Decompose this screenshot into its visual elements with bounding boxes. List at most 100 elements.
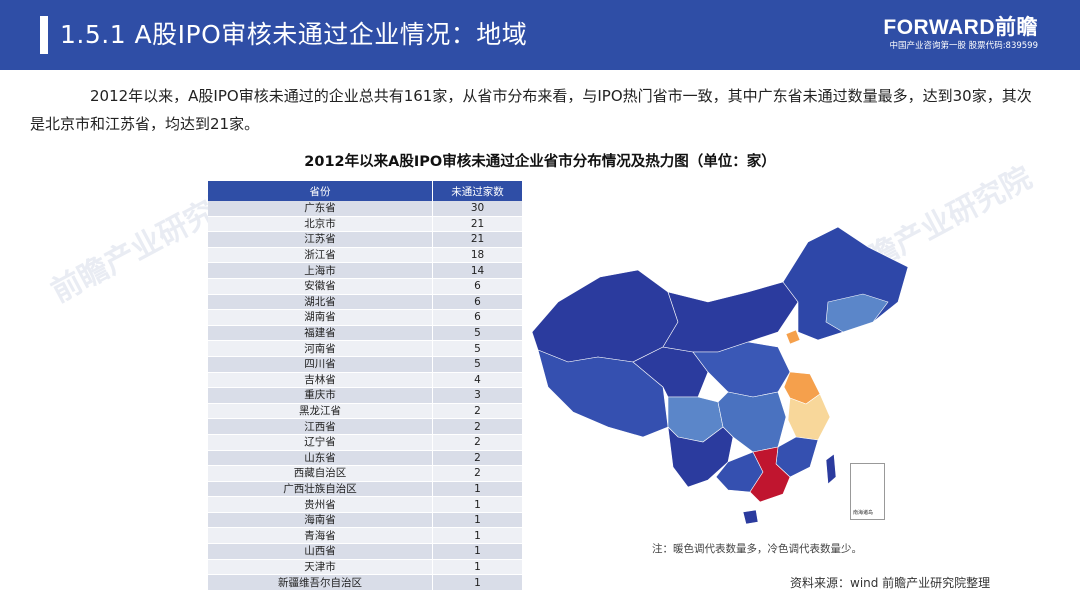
province-cell: 重庆市 [208, 387, 433, 404]
province-cell: 贵州省 [208, 496, 433, 513]
south-china-sea-inset: 南海诸岛 [850, 463, 885, 520]
count-cell: 14 [432, 262, 522, 279]
province-cell: 西藏自治区 [208, 465, 433, 482]
table-row: 重庆市 3 [208, 387, 522, 404]
count-cell: 5 [432, 356, 522, 373]
table-row: 山东省 2 [208, 450, 522, 467]
count-cell: 6 [432, 294, 522, 311]
table-row: 河南省 5 [208, 340, 522, 357]
count-cell: 1 [432, 543, 522, 560]
table-row: 江西省 2 [208, 418, 522, 435]
header-bar: 1.5.1 A股IPO审核未通过企业情况：地域 FORWARD前瞻 中国产业咨询… [0, 0, 1080, 70]
table-row: 吉林省 4 [208, 372, 522, 389]
page-title: 1.5.1 A股IPO审核未通过企业情况：地域 [60, 20, 528, 49]
map-region-taiwan [825, 453, 837, 485]
table-row: 福建省 5 [208, 325, 522, 342]
map-region-hainan [742, 509, 759, 525]
province-cell: 辽宁省 [208, 434, 433, 451]
table-row: 辽宁省 2 [208, 434, 522, 451]
table-row: 安徽省 6 [208, 278, 522, 295]
column-header-province: 省份 [208, 181, 433, 201]
map-region-jilin [825, 293, 889, 333]
table-row: 湖南省 6 [208, 309, 522, 326]
title-accent-bar [40, 16, 48, 54]
map-region-northwest [531, 269, 679, 363]
brand-block: FORWARD前瞻 中国产业咨询第一股 股票代码:839599 [883, 16, 1038, 52]
province-cell: 北京市 [208, 216, 433, 233]
table-header-row: 省份 未通过家数 [208, 181, 522, 201]
count-cell: 6 [432, 278, 522, 295]
count-cell: 1 [432, 574, 522, 591]
count-cell: 2 [432, 403, 522, 420]
province-cell: 山西省 [208, 543, 433, 560]
province-cell: 黑龙江省 [208, 403, 433, 420]
table-row: 广西壮族自治区 1 [208, 481, 522, 498]
province-cell: 湖南省 [208, 309, 433, 326]
count-cell: 2 [432, 418, 522, 435]
map-region-north [662, 281, 799, 353]
count-cell: 3 [432, 387, 522, 404]
count-cell: 1 [432, 496, 522, 513]
province-cell: 江苏省 [208, 231, 433, 248]
count-cell: 1 [432, 559, 522, 576]
count-cell: 6 [432, 309, 522, 326]
count-cell: 1 [432, 481, 522, 498]
province-cell: 广西壮族自治区 [208, 481, 433, 498]
count-cell: 2 [432, 434, 522, 451]
province-cell: 河南省 [208, 340, 433, 357]
count-cell: 2 [432, 450, 522, 467]
count-cell: 4 [432, 372, 522, 389]
count-cell: 18 [432, 247, 522, 264]
column-header-count: 未通过家数 [432, 181, 522, 201]
count-cell: 30 [432, 201, 522, 217]
province-cell: 浙江省 [208, 247, 433, 264]
province-cell: 江西省 [208, 418, 433, 435]
table-row: 江苏省 21 [208, 231, 522, 248]
table-row: 海南省 1 [208, 512, 522, 529]
province-cell: 广东省 [208, 201, 433, 217]
count-cell: 21 [432, 216, 522, 233]
province-cell: 青海省 [208, 527, 433, 545]
table-row: 山西省 1 [208, 543, 522, 560]
count-cell: 5 [432, 325, 522, 342]
table-row: 广东省 30 [208, 201, 522, 217]
map-note: 注：暖色调代表数量多，冷色调代表数量少。 [652, 543, 862, 555]
province-table: 省份 未通过家数 广东省 30 北京市 21 江苏省 21 浙江省 18 上海市 14 安徽省 6 湖北… [208, 181, 522, 591]
province-cell: 海南省 [208, 512, 433, 529]
table-row: 青海省 1 [208, 527, 522, 545]
province-cell: 天津市 [208, 559, 433, 576]
table-row: 天津市 1 [208, 559, 522, 576]
count-cell: 1 [432, 512, 522, 529]
table-row: 北京市 21 [208, 216, 522, 233]
table-row: 浙江省 18 [208, 247, 522, 264]
table-row: 新疆维吾尔自治区 1 [208, 574, 522, 591]
china-heat-map [531, 226, 909, 525]
province-cell: 安徽省 [208, 278, 433, 295]
source-text: 资料来源：wind 前瞻产业研究院整理 [790, 576, 991, 590]
province-cell: 山东省 [208, 450, 433, 467]
intro-paragraph: 2012年以来，A股IPO审核未通过的企业总共有161家，从省市分布来看，与IP… [30, 87, 1032, 133]
brand-subtitle: 中国产业咨询第一股 股票代码:839599 [889, 41, 1038, 51]
map-region-zhejiang [787, 393, 831, 441]
table-body: 广东省 30 北京市 21 江苏省 21 浙江省 18 上海市 14 安徽省 6 湖北省 6 湖南省 6 福建省… [208, 201, 522, 591]
table-row: 四川省 5 [208, 356, 522, 373]
province-cell: 吉林省 [208, 372, 433, 389]
map-region-southwest [667, 426, 734, 488]
province-cell: 上海市 [208, 262, 433, 279]
province-cell: 新疆维吾尔自治区 [208, 574, 433, 591]
chart-title: 2012年以来A股IPO审核未通过企业省市分布情况及热力图（单位：家） [304, 154, 776, 170]
count-cell: 5 [432, 340, 522, 357]
table-row: 上海市 14 [208, 262, 522, 279]
province-cell: 湖北省 [208, 294, 433, 311]
count-cell: 2 [432, 465, 522, 482]
table-row: 贵州省 1 [208, 496, 522, 513]
inset-label: 南海诸岛 [853, 510, 874, 516]
province-cell: 福建省 [208, 325, 433, 342]
table-row: 黑龙江省 2 [208, 403, 522, 420]
brand-logo: FORWARD前瞻 [883, 16, 1038, 39]
map-region-guangdong [749, 446, 791, 503]
province-cell: 四川省 [208, 356, 433, 373]
table-row: 湖北省 6 [208, 294, 522, 311]
map-region-central [692, 341, 791, 398]
count-cell: 21 [432, 231, 522, 248]
